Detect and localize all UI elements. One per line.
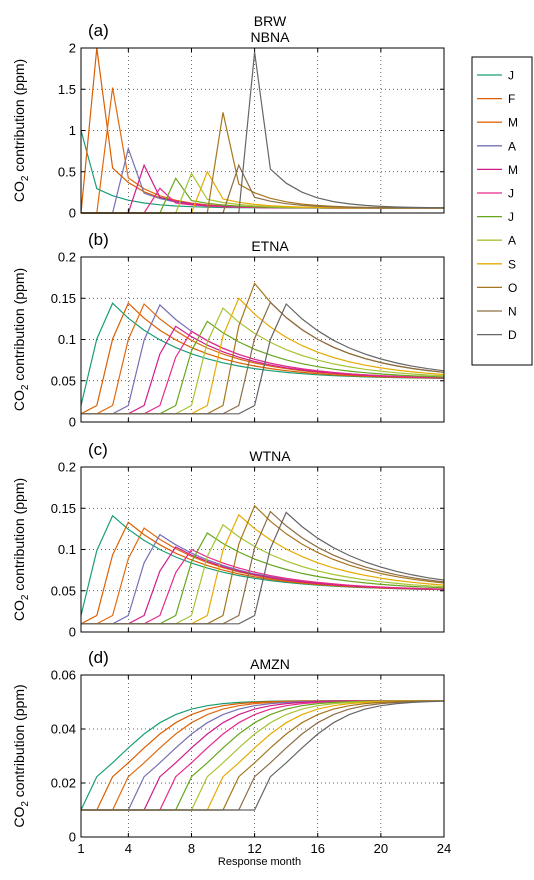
panel-title: BRW — [254, 13, 287, 29]
series-line-d-12 — [81, 700, 445, 811]
y-tick-label: 0 — [69, 830, 76, 845]
y-tick-label: 0.1 — [58, 542, 76, 557]
series-line-d-12 — [81, 302, 445, 415]
legend-label: J — [508, 187, 514, 201]
panel-label: (d) — [88, 648, 109, 667]
x-axis-label: Response month — [218, 856, 301, 868]
panel-label: (b) — [88, 230, 109, 249]
legend-label: A — [508, 139, 516, 153]
y-tick-label: 0.04 — [51, 722, 76, 737]
x-tick-label: 4 — [125, 841, 132, 856]
y-tick-label: 0 — [69, 206, 76, 221]
y-axis-label-sub: 2 — [20, 175, 31, 181]
y-axis-label-sub: 2 — [20, 801, 31, 807]
y-axis-label: CO2 contribution (ppm) — [11, 478, 31, 621]
series-line-a-4 — [81, 146, 444, 214]
y-axis-label-rest: contribution (ppm) — [11, 59, 27, 176]
ticks — [80, 256, 445, 423]
y-tick-label: 1.5 — [58, 82, 76, 97]
y-axis-label: CO2 contribution (ppm) — [11, 684, 31, 827]
series-line-j-1 — [80, 302, 445, 406]
y-tick-label: 1 — [69, 123, 76, 138]
series-line-d-12 — [81, 511, 445, 625]
y-axis-label-main: CO — [11, 807, 27, 828]
y-axis-label-rest: contribution (ppm) — [11, 268, 27, 385]
y-tick-label: 0.2 — [58, 250, 76, 265]
legend-label: M — [508, 163, 518, 177]
y-tick-label: 2 — [69, 41, 76, 56]
legend-label: M — [508, 116, 518, 130]
y-tick-label: 0.2 — [58, 460, 76, 475]
y-tick-label: 0.15 — [51, 291, 76, 306]
grid — [81, 467, 444, 632]
series-line-o-10 — [81, 504, 445, 625]
y-axis-label-sub: 2 — [20, 594, 31, 600]
y-axis-label-rest: contribution (ppm) — [11, 478, 27, 595]
legend-label: A — [508, 234, 516, 248]
ticks — [80, 674, 445, 838]
y-tick-label: 0.1 — [58, 332, 76, 347]
legend-label: S — [508, 257, 516, 271]
y-tick-label: 0.05 — [51, 373, 76, 388]
legend-label: O — [508, 281, 517, 295]
y-tick-label: 0.06 — [51, 668, 76, 683]
x-tick-label: 8 — [188, 841, 195, 856]
series-line-o-10 — [81, 112, 445, 214]
y-tick-label: 0.02 — [51, 776, 76, 791]
grid — [81, 48, 444, 213]
panel-d: 0 0.02 0.04 0.06 1 4 8 12 16 20 24 Response month (d… — [11, 648, 451, 868]
y-tick-label: 0.05 — [51, 583, 76, 598]
legend-label: J — [508, 69, 514, 83]
y-tick-label: 0 — [69, 415, 76, 430]
legend-label: D — [508, 328, 517, 342]
x-tick-label: 12 — [247, 841, 261, 856]
panel-label: (a) — [88, 21, 109, 40]
y-axis-label: CO2 contribution (ppm) — [11, 59, 31, 202]
x-tick-label: 1 — [77, 841, 84, 856]
panel-c: 0 0.05 0.1 0.15 0.2 (c) WTNA CO2 contribution (… — [11, 440, 445, 640]
ticks — [80, 47, 445, 214]
panel-title: WTNA — [249, 448, 291, 464]
y-tick-label: 0.5 — [58, 164, 76, 179]
x-tick-label: 24 — [437, 841, 451, 856]
y-axis-label-main: CO — [11, 390, 27, 411]
y-axis-label-main: CO — [11, 181, 27, 202]
axes-frame — [80, 674, 445, 838]
ticks — [80, 466, 445, 633]
x-tick-label: 20 — [374, 841, 388, 856]
legend-box — [471, 56, 533, 366]
panel-title: ETNA — [251, 238, 289, 254]
y-tick-label: 0.15 — [51, 501, 76, 516]
y-axis-label-rest: contribution (ppm) — [11, 684, 27, 801]
panel-title: AMZN — [250, 656, 290, 672]
panel-b: 0 0.05 0.1 0.15 0.2 (b) ETNA CO2 contribution (… — [11, 230, 445, 430]
series-line-o-10 — [81, 282, 445, 415]
panel-title: NBNA — [251, 29, 291, 45]
series-line-d-12 — [81, 52, 445, 214]
panel-label: (c) — [88, 440, 108, 459]
legend-label: J — [508, 210, 514, 224]
y-tick-label: 0 — [69, 625, 76, 640]
legend-label: F — [508, 92, 515, 106]
x-tick-label: 16 — [311, 841, 325, 856]
series-line-j-6 — [81, 548, 445, 625]
series-line-s-9 — [81, 297, 445, 415]
y-axis-label-main: CO — [11, 600, 27, 621]
y-axis-label-sub: 2 — [20, 384, 31, 390]
grid — [81, 257, 444, 422]
legend-label: N — [508, 305, 517, 319]
y-axis-label: CO2 contribution (ppm) — [11, 268, 31, 411]
series-line-n-11 — [81, 301, 445, 415]
